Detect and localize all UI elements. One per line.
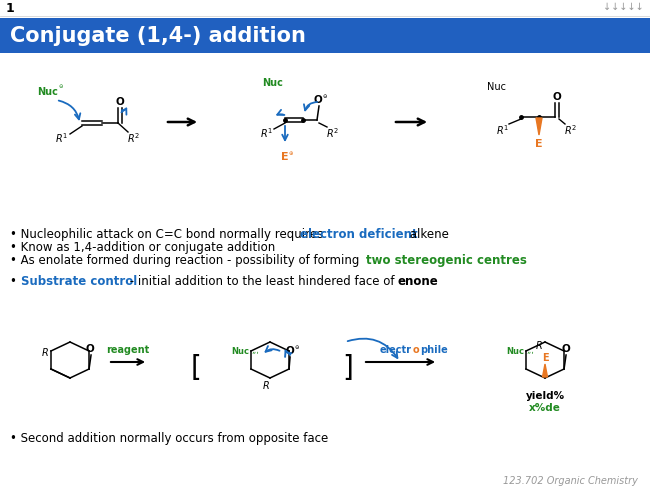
Text: $^{\ominus}$: $^{\ominus}$	[294, 345, 300, 353]
Text: O: O	[286, 346, 294, 356]
Text: o: o	[413, 345, 420, 355]
Text: x%de: x%de	[529, 403, 561, 413]
Text: - initial addition to the least hindered face of: - initial addition to the least hindered…	[126, 275, 398, 288]
Text: ,,,: ,,,	[526, 346, 534, 355]
Text: •: •	[10, 275, 21, 288]
Text: O: O	[552, 92, 562, 102]
Text: R: R	[42, 348, 48, 358]
Text: $R^2$: $R^2$	[326, 126, 339, 140]
Text: 1: 1	[6, 2, 15, 15]
Text: E: E	[281, 152, 289, 162]
Text: electr: electr	[380, 345, 412, 355]
Text: $R^1$: $R^1$	[55, 131, 69, 145]
Text: reagent: reagent	[107, 345, 150, 355]
Text: ]: ]	[343, 354, 354, 382]
Text: • As enolate formed during reaction - possibility of forming: • As enolate formed during reaction - po…	[10, 254, 363, 267]
Text: Nuc: Nuc	[231, 346, 249, 355]
Polygon shape	[536, 118, 542, 135]
Text: Conjugate (1,4-) addition: Conjugate (1,4-) addition	[10, 25, 306, 45]
Text: $^{\ominus}$: $^{\ominus}$	[58, 83, 64, 92]
Text: Nuc: Nuc	[488, 82, 506, 92]
FancyBboxPatch shape	[0, 18, 650, 53]
Text: $R^1$: $R^1$	[497, 123, 510, 137]
Text: $R^1$: $R^1$	[261, 126, 274, 140]
Text: phile: phile	[420, 345, 448, 355]
Text: • Second addition normally occurs from opposite face: • Second addition normally occurs from o…	[10, 432, 328, 445]
Text: Nuc: Nuc	[263, 78, 283, 88]
Text: alkene: alkene	[406, 228, 449, 241]
Text: Substrate control: Substrate control	[21, 275, 137, 288]
Text: enone: enone	[398, 275, 439, 288]
Text: R: R	[536, 341, 542, 351]
Text: Nuc: Nuc	[37, 87, 58, 97]
Text: electron deficient: electron deficient	[300, 228, 417, 241]
Text: E: E	[541, 353, 549, 363]
Text: yield%: yield%	[525, 391, 565, 401]
Text: • Nucleophilic attack on C=C bond normally requires: • Nucleophilic attack on C=C bond normal…	[10, 228, 327, 241]
Text: O: O	[313, 95, 322, 105]
Text: • Know as 1,4-addition or conjugate addition: • Know as 1,4-addition or conjugate addi…	[10, 241, 275, 254]
Text: E: E	[535, 139, 543, 149]
Polygon shape	[543, 364, 547, 377]
Text: $R^2$: $R^2$	[127, 131, 140, 145]
Text: ,,,: ,,,	[251, 346, 259, 355]
Text: O: O	[562, 344, 571, 354]
Text: 123.702 Organic Chemistry: 123.702 Organic Chemistry	[503, 476, 638, 486]
Text: $^{\oplus}$: $^{\oplus}$	[288, 150, 294, 160]
Text: $^{\ominus}$: $^{\ominus}$	[322, 94, 328, 102]
Text: O: O	[86, 344, 94, 354]
Text: two stereogenic centres: two stereogenic centres	[366, 254, 527, 267]
Text: [: [	[190, 354, 202, 382]
Text: Nuc: Nuc	[506, 346, 524, 355]
Text: R: R	[263, 381, 269, 391]
Text: O: O	[116, 97, 124, 107]
Text: ↓↓↓↓↓: ↓↓↓↓↓	[603, 2, 644, 12]
Text: $R^2$: $R^2$	[564, 123, 578, 137]
